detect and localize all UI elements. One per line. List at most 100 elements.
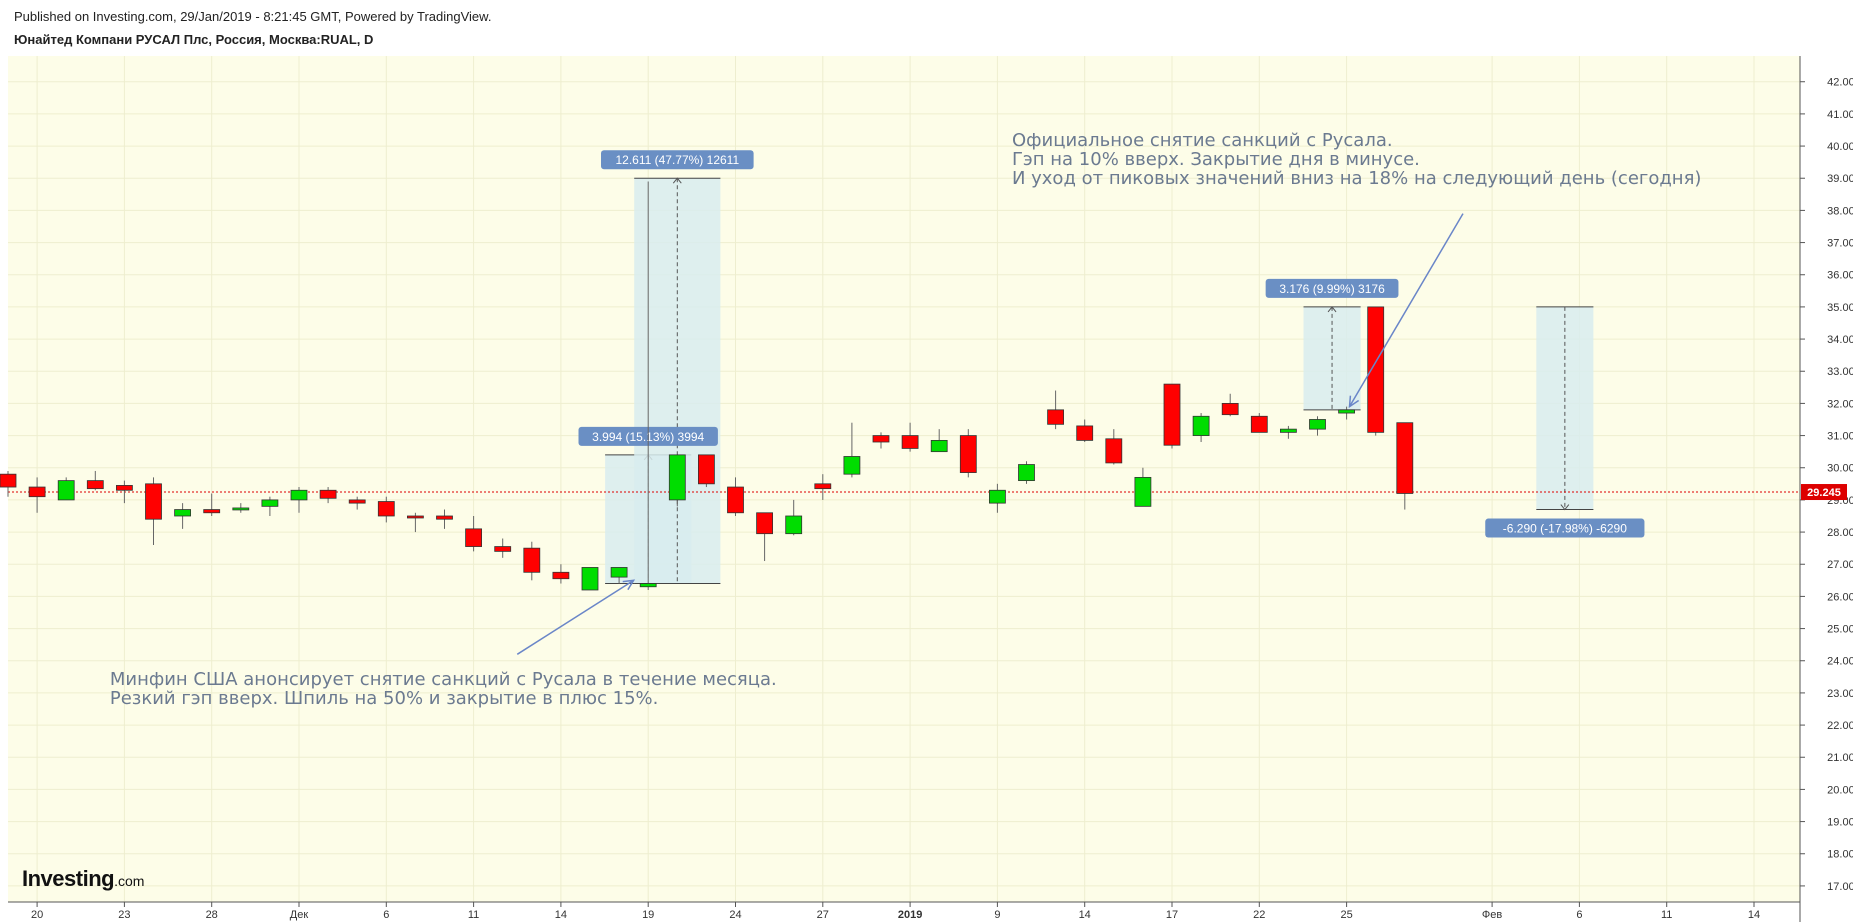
candle-body bbox=[814, 483, 832, 490]
measure-arrowhead bbox=[1327, 306, 1337, 313]
candle-body bbox=[989, 489, 1006, 504]
candle bbox=[319, 487, 337, 504]
candle-body bbox=[1309, 419, 1326, 430]
candle bbox=[523, 541, 541, 581]
candle bbox=[1192, 413, 1210, 443]
candle-body bbox=[1163, 383, 1181, 446]
candle-body bbox=[1396, 422, 1414, 494]
candle-body bbox=[1280, 428, 1297, 433]
candle bbox=[843, 422, 861, 478]
annotation-text-line: И уход от пиковых значений вниз на 18% н… bbox=[1012, 168, 1701, 189]
candle bbox=[814, 474, 832, 500]
candle bbox=[930, 429, 948, 453]
symbol-title: Юнайтед Компани РУСАЛ Плс, Россия, Москв… bbox=[14, 32, 374, 47]
candle bbox=[610, 567, 628, 584]
candle-body bbox=[581, 567, 599, 591]
candle-body bbox=[959, 435, 977, 473]
annotation-arrow bbox=[516, 579, 635, 655]
time-tick-label: 14 bbox=[1079, 909, 1091, 921]
price-tick-label: 33.000 bbox=[1827, 366, 1853, 378]
price-tick-label: 32.000 bbox=[1827, 398, 1853, 410]
time-tick-label: 11 bbox=[1661, 909, 1672, 921]
candle bbox=[581, 567, 599, 591]
measure-arrowhead bbox=[1560, 504, 1570, 511]
candle-body bbox=[1192, 415, 1210, 436]
candle bbox=[1309, 416, 1326, 436]
time-tick-label: 24 bbox=[729, 909, 741, 921]
time-tick-label: 20 bbox=[31, 909, 43, 921]
time-tick-label: 11 bbox=[468, 909, 479, 921]
candles bbox=[0, 181, 1414, 591]
candle bbox=[698, 454, 715, 488]
candle bbox=[203, 493, 221, 516]
candle bbox=[552, 564, 570, 584]
annotation-arrowhead bbox=[622, 579, 636, 591]
price-tick-label: 23.000 bbox=[1827, 688, 1853, 700]
price-tick-label: 21.000 bbox=[1827, 752, 1853, 764]
measure-label: 12.611 (47.77%) 12611 bbox=[615, 153, 739, 167]
candle-body bbox=[116, 485, 133, 491]
plot-area bbox=[8, 56, 1800, 902]
candle-body bbox=[494, 546, 512, 552]
annotation-arrowhead bbox=[1348, 395, 1360, 409]
candle-body bbox=[319, 489, 337, 499]
candle bbox=[494, 538, 512, 558]
price-tick-label: 20.000 bbox=[1827, 784, 1853, 796]
time-tick-label: 17 bbox=[1166, 909, 1178, 921]
candle bbox=[1105, 429, 1123, 465]
price-tick-label: 18.000 bbox=[1827, 849, 1853, 861]
candle-body bbox=[1134, 476, 1152, 507]
candle bbox=[28, 477, 46, 513]
logo-suffix: .com bbox=[114, 873, 145, 889]
candle bbox=[959, 429, 977, 478]
price-tick-label: 26.000 bbox=[1827, 591, 1853, 603]
last-price-tag bbox=[1801, 484, 1847, 501]
candle-body bbox=[552, 571, 570, 580]
candle-body bbox=[28, 486, 46, 498]
candle bbox=[1134, 467, 1152, 507]
price-tick-label: 19.000 bbox=[1827, 817, 1853, 829]
candle bbox=[639, 181, 657, 590]
price-tick-label: 36.000 bbox=[1827, 270, 1853, 282]
candle-body bbox=[1250, 415, 1268, 433]
price-tick-label: 41.000 bbox=[1827, 109, 1853, 121]
candle-body bbox=[756, 512, 773, 535]
candle bbox=[1076, 419, 1094, 443]
measure-label-bg bbox=[1485, 518, 1645, 538]
price-tick-label: 30.000 bbox=[1827, 463, 1853, 475]
candle-body bbox=[901, 435, 919, 449]
price-tick-label: 39.000 bbox=[1827, 173, 1853, 185]
candle-body bbox=[348, 499, 366, 504]
candle bbox=[727, 477, 744, 516]
candle bbox=[756, 512, 773, 562]
time-tick-label: 22 bbox=[1253, 909, 1265, 921]
price-tick-label: 24.000 bbox=[1827, 656, 1853, 668]
candle bbox=[785, 499, 803, 536]
annotation-text-line: Минфин США анонсирует снятие санкций с Р… bbox=[110, 669, 777, 690]
candle-body bbox=[1221, 403, 1239, 416]
price-tick-label: 28.000 bbox=[1827, 527, 1853, 539]
candle-body bbox=[145, 483, 162, 520]
candle bbox=[1018, 461, 1035, 484]
candle-body bbox=[1018, 464, 1035, 482]
price-tick-label: 38.000 bbox=[1827, 205, 1853, 217]
candle bbox=[989, 483, 1006, 513]
candle bbox=[1047, 390, 1064, 430]
measure-label-bg bbox=[1265, 278, 1399, 298]
price-tick-label: 42.000 bbox=[1827, 77, 1853, 89]
time-tick-label: Фев bbox=[1482, 909, 1502, 921]
candle-body bbox=[377, 501, 395, 517]
time-tick-label: 6 bbox=[383, 909, 389, 921]
time-axis: 20 23 28 Дек 6 11 14 19 24 27 2019 9 14 17 22 25 Фев 6 11 1… bbox=[31, 902, 1760, 921]
price-tick-label: 27.000 bbox=[1827, 559, 1853, 571]
candle bbox=[261, 496, 279, 516]
annotation-text-line: Официальное снятие санкций с Русала. bbox=[1012, 130, 1393, 151]
time-tick-label: 23 bbox=[118, 909, 130, 921]
candle-body bbox=[86, 480, 104, 490]
time-tick-label: 25 bbox=[1340, 909, 1352, 921]
candle-body bbox=[203, 509, 221, 514]
time-tick-label: 14 bbox=[1748, 909, 1760, 921]
time-tick-label: 14 bbox=[555, 909, 567, 921]
candle-body bbox=[290, 489, 308, 501]
